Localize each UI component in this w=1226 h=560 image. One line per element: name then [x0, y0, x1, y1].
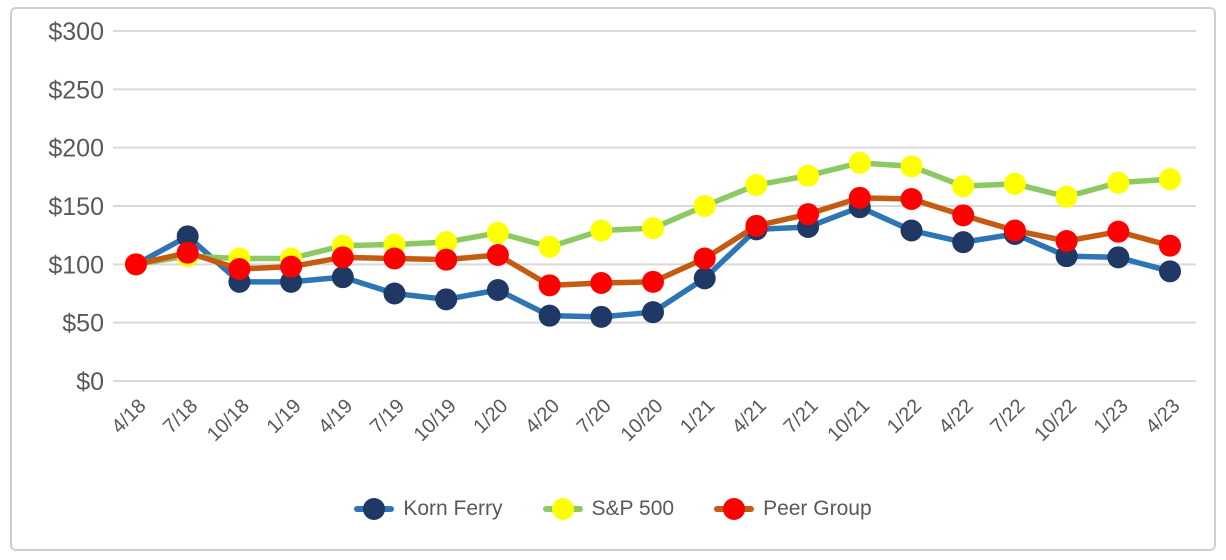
data-point-marker — [900, 219, 923, 242]
korn-ferry-marker-icon — [354, 497, 395, 521]
legend-label-peer-group: Peer Group — [763, 497, 872, 520]
y-axis-tick-label: $300 — [48, 18, 104, 46]
x-axis-tick-label: 1/23 — [1090, 395, 1133, 438]
data-point-marker — [642, 270, 664, 293]
x-axis-tick-label: 1/20 — [469, 395, 512, 438]
x-axis-tick-label: 4/22 — [935, 395, 978, 438]
data-point-marker — [176, 241, 199, 264]
x-axis-tick-label: 7/21 — [780, 395, 823, 438]
x-axis-tick-label: 4/21 — [728, 395, 771, 438]
data-point-marker — [1159, 260, 1181, 283]
x-axis-tick-label: 1/19 — [263, 395, 306, 438]
data-point-marker — [848, 186, 871, 209]
x-axis-tick-label: 4/23 — [1141, 395, 1184, 438]
data-point-marker — [693, 195, 716, 217]
data-point-marker — [538, 235, 561, 258]
data-point-marker — [486, 244, 509, 266]
data-point-marker — [590, 305, 613, 328]
data-point-marker — [538, 304, 561, 327]
x-axis-tick-label: 10/22 — [1030, 395, 1081, 446]
data-point-marker — [125, 253, 147, 276]
data-point-marker — [331, 266, 354, 289]
y-axis-tick-label: $0 — [76, 368, 104, 396]
data-point-marker — [797, 203, 820, 226]
legend-label-sp500: S&P 500 — [591, 497, 675, 520]
data-point-marker — [952, 231, 975, 254]
data-point-marker — [383, 247, 406, 270]
data-point-marker — [486, 279, 509, 301]
data-point-marker — [642, 301, 664, 324]
data-point-marker — [952, 175, 975, 198]
data-point-marker — [486, 221, 509, 244]
y-axis-tick-label: $200 — [48, 135, 104, 163]
data-point-marker — [331, 246, 354, 269]
x-axis-tick-label: 7/19 — [366, 395, 409, 438]
legend-label-korn-ferry: Korn Ferry — [403, 497, 503, 520]
data-point-marker — [745, 214, 768, 237]
data-point-marker — [693, 247, 716, 270]
x-axis-tick-label: 1/22 — [883, 395, 926, 438]
data-point-marker — [1159, 234, 1181, 257]
chart-card — [10, 7, 1216, 551]
data-point-marker — [1055, 185, 1078, 208]
data-point-marker — [952, 204, 975, 227]
data-point-marker — [900, 155, 923, 178]
x-axis-tick-label: 4/19 — [314, 395, 357, 438]
data-point-marker — [383, 282, 406, 305]
data-point-marker — [435, 288, 458, 311]
chart-legend: Korn Ferry S&P 500 Peer Group — [0, 497, 1226, 521]
data-point-marker — [590, 219, 613, 242]
data-point-marker — [693, 267, 716, 290]
y-axis-tick-label: $100 — [48, 251, 104, 279]
sp500-marker-icon — [542, 497, 583, 521]
x-axis-tick-label: 10/18 — [203, 395, 254, 446]
x-axis-tick-label: 10/19 — [410, 395, 461, 446]
data-point-marker — [280, 270, 303, 293]
data-point-marker — [435, 231, 458, 254]
data-point-marker — [797, 164, 820, 187]
y-axis-tick-label: $150 — [48, 193, 104, 221]
data-point-marker — [538, 274, 561, 297]
data-point-marker — [280, 255, 303, 278]
data-point-marker — [435, 248, 458, 271]
data-point-marker — [1107, 220, 1130, 243]
data-point-marker — [642, 217, 664, 240]
legend-item-korn-ferry: Korn Ferry — [354, 497, 503, 521]
data-point-marker — [848, 151, 871, 174]
x-axis-tick-label: 7/20 — [573, 395, 616, 438]
x-axis-tick-label: 1/21 — [676, 395, 719, 438]
data-point-marker — [900, 188, 923, 210]
x-axis-tick-label: 10/21 — [823, 395, 874, 446]
x-axis-tick-label: 10/20 — [617, 395, 668, 446]
x-axis-tick-label: 4/18 — [107, 395, 150, 438]
data-point-marker — [1159, 168, 1181, 191]
data-point-marker — [1107, 171, 1130, 194]
x-axis-tick-label: 7/18 — [159, 395, 202, 438]
x-axis-tick-label: 4/20 — [521, 395, 564, 438]
data-point-marker — [1003, 219, 1026, 242]
data-point-marker — [228, 258, 251, 280]
y-axis-tick-label: $250 — [48, 76, 104, 104]
legend-item-sp500: S&P 500 — [542, 497, 675, 521]
data-point-marker — [176, 225, 199, 248]
legend-item-peer-group: Peer Group — [714, 497, 872, 521]
data-point-marker — [745, 174, 768, 196]
data-point-marker — [1055, 245, 1078, 268]
y-axis-tick-label: $50 — [62, 310, 104, 338]
data-point-marker — [590, 272, 613, 294]
data-point-marker — [1055, 230, 1078, 252]
x-axis-tick-label: 7/22 — [986, 395, 1029, 438]
data-point-marker — [1003, 172, 1026, 195]
peer-group-marker-icon — [714, 497, 755, 521]
data-point-marker — [1107, 246, 1130, 269]
